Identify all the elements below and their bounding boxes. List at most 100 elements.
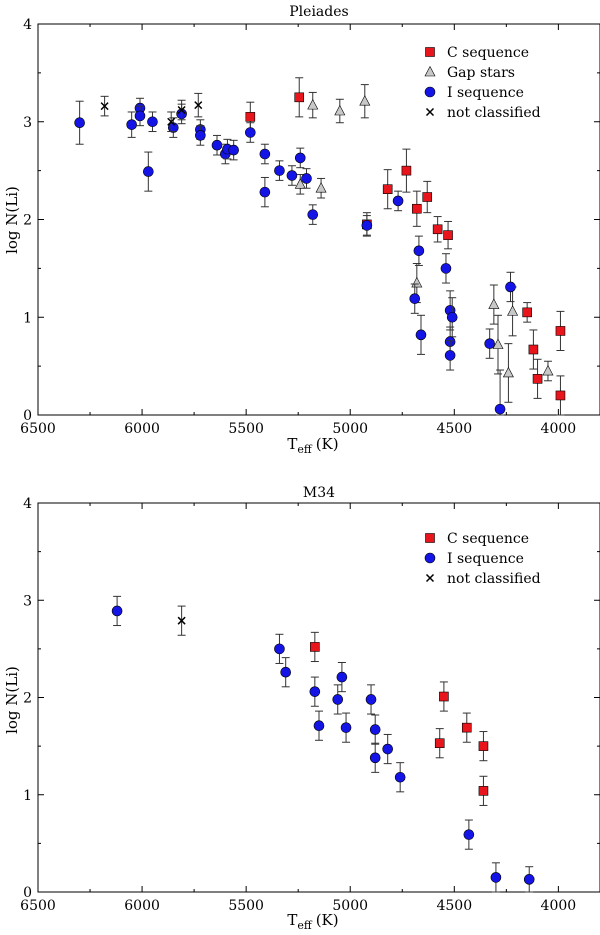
legend-item: I sequence (424, 551, 524, 567)
y-tick-label: 4 (23, 17, 32, 33)
data-point (286, 170, 298, 181)
data-point (532, 374, 543, 384)
data-point (334, 104, 346, 116)
data-point (100, 102, 109, 111)
x-label-unit: (K) (316, 911, 339, 929)
data-point (528, 344, 539, 355)
y-tick-label: 3 (23, 115, 32, 131)
data-point (361, 220, 373, 231)
data-point (401, 165, 412, 176)
data-point (147, 116, 158, 128)
legend-marker (424, 552, 436, 564)
data-point (228, 144, 239, 156)
data-point (394, 771, 406, 783)
data-point (274, 643, 285, 655)
data-point (307, 98, 319, 110)
x-tick-label: 6500 (20, 421, 56, 437)
data-point (411, 276, 423, 288)
legend-label: Gap stars (447, 65, 515, 81)
legend-marker (424, 86, 436, 98)
data-point (523, 874, 535, 885)
data-marks (74, 77, 566, 416)
data-point (439, 691, 449, 702)
data-point (111, 605, 123, 617)
series-not-classified (177, 605, 186, 636)
data-point (463, 829, 475, 840)
legend-label: C sequence (447, 45, 529, 61)
data-point (369, 752, 381, 764)
legend-marker (425, 533, 435, 543)
data-point (259, 148, 271, 160)
legend: C sequence Gap stars I sequence not classif… (424, 45, 541, 121)
series-c-sequence (245, 77, 566, 416)
series-gap-stars (294, 84, 554, 403)
chart-title: M34 (303, 485, 335, 501)
x-tick-label: 4500 (436, 421, 472, 437)
axis-ticks: 6500 6000 5500 5000 4500 4000 0 1 2 3 4 (20, 17, 600, 437)
legend-label: I sequence (447, 551, 524, 567)
data-point (412, 203, 422, 214)
data-point (443, 230, 453, 240)
x-tick-label: 6000 (124, 898, 160, 914)
x-label-sub: eff (297, 443, 313, 456)
m34-panel: M34 6500 6000 5500 5000 4500 4000 0 1 2 3 4 C sequ… (3, 485, 600, 932)
legend-item: not classified (425, 105, 541, 121)
y-tick-label: 0 (23, 885, 32, 901)
data-point (413, 245, 425, 257)
data-point (478, 741, 489, 751)
data-point (301, 173, 312, 184)
data-point (340, 722, 352, 733)
data-point (392, 195, 404, 207)
data-point (274, 165, 285, 176)
data-point (310, 642, 320, 652)
data-point (336, 671, 348, 683)
data-point (507, 305, 519, 316)
data-point (484, 338, 495, 349)
data-point (365, 694, 377, 705)
legend-item: C sequence (425, 531, 529, 547)
data-point (555, 326, 566, 336)
x-tick-label: 4000 (541, 898, 577, 914)
data-point (488, 298, 500, 309)
y-tick-label: 3 (23, 593, 32, 609)
data-point (446, 311, 458, 323)
x-tick-label: 6000 (124, 421, 160, 437)
data-point (382, 743, 393, 755)
legend-item: C sequence (425, 45, 529, 61)
data-point (194, 101, 203, 110)
x-tick-label: 5500 (228, 898, 264, 914)
data-point (167, 117, 176, 126)
x-label-sub: eff (297, 919, 313, 932)
x-label-main: T (287, 435, 297, 453)
x-tick-label: 4500 (436, 898, 472, 914)
data-point (505, 281, 516, 293)
legend-item: I sequence (424, 85, 524, 101)
data-point (434, 738, 445, 749)
x-axis-label: Teff (K) (287, 435, 338, 456)
data-point (332, 694, 344, 705)
legend: C sequence I sequence not classified (424, 531, 541, 587)
data-point (245, 127, 256, 138)
series-i-sequence (111, 595, 535, 893)
y-tick-label: 2 (23, 213, 32, 229)
y-tick-label: 1 (23, 310, 32, 326)
data-marks (111, 595, 535, 893)
y-axis-label: log N(Li) (3, 186, 21, 254)
series-c-sequence (310, 631, 489, 806)
data-point (315, 182, 327, 193)
legend-label: I sequence (447, 85, 524, 101)
legend-marker (425, 47, 435, 57)
axis-ticks: 6500 6000 5500 5000 4500 4000 0 1 2 3 4 (20, 496, 600, 914)
data-point (542, 364, 554, 376)
x-tick-label: 5000 (332, 898, 368, 914)
data-point (502, 366, 514, 378)
data-point (307, 209, 319, 220)
data-point (134, 110, 146, 122)
data-point (177, 616, 186, 625)
series-not-classified (100, 92, 203, 133)
legend-marker (425, 573, 435, 583)
y-tick-label: 4 (23, 496, 32, 512)
legend-label: not classified (447, 105, 541, 121)
data-point (177, 105, 186, 115)
